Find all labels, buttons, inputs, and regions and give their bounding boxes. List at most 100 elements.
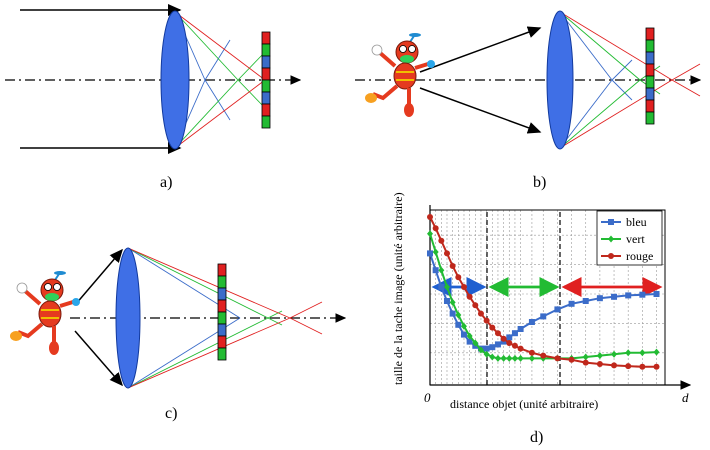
- data-point-rouge: [455, 274, 462, 281]
- data-point-rouge: [517, 345, 524, 352]
- data-point-bleu: [466, 338, 473, 345]
- data-point-vert: [653, 348, 660, 356]
- legend-label-bleu: bleu: [626, 215, 647, 229]
- data-point-rouge: [625, 363, 632, 370]
- dispersion-rays: [127, 247, 323, 389]
- data-point-rouge: [500, 335, 507, 342]
- data-point-rouge: [466, 293, 473, 300]
- data-point-vert: [596, 352, 603, 360]
- x-axis-label: distance objet (unité arbitraire): [450, 397, 598, 411]
- data-point-vert: [500, 354, 507, 362]
- data-point-bleu: [608, 219, 614, 225]
- converging-lens: [546, 10, 574, 150]
- data-point-vert: [511, 354, 518, 362]
- panel-a-label: a): [160, 174, 172, 191]
- data-point-rouge: [506, 340, 513, 346]
- chart-legend: bleu vert rouge: [596, 210, 663, 266]
- data-point-bleu: [528, 319, 535, 325]
- data-point-vert: [625, 349, 632, 357]
- data-point-vert: [517, 354, 524, 362]
- data-point-rouge: [489, 324, 496, 331]
- data-point-vert: [608, 235, 614, 243]
- dispersion-rays: [174, 11, 266, 149]
- data-point-rouge: [449, 263, 456, 269]
- color-sensor-strip: [261, 31, 271, 129]
- data-point-rouge: [611, 362, 618, 369]
- data-point-bleu: [489, 344, 496, 351]
- data-point-vert: [432, 248, 439, 256]
- converging-lens: [160, 10, 190, 150]
- panel-d-label: d): [530, 429, 543, 446]
- data-point-rouge: [528, 349, 535, 356]
- y-axis-label: taille de la tache image (unité arbitrai…: [391, 192, 405, 385]
- data-point-vert: [611, 350, 618, 358]
- data-point-rouge: [472, 302, 479, 309]
- data-point-rouge: [653, 363, 660, 370]
- data-point-vert: [438, 266, 445, 274]
- data-point-bleu: [653, 291, 660, 297]
- data-point-rouge: [483, 317, 490, 324]
- color-sensor-strip: [217, 263, 227, 361]
- data-point-rouge: [460, 284, 467, 290]
- incoming-ray-top: [74, 248, 123, 306]
- panel-a: a): [5, 4, 302, 191]
- data-point-bleu: [540, 313, 547, 320]
- panel-b: b): [355, 10, 702, 191]
- panel-c-label: c): [165, 405, 177, 422]
- data-point-bleu: [427, 250, 433, 257]
- data-point-vert: [528, 354, 535, 362]
- data-point-bleu: [506, 334, 513, 341]
- data-point-vert: [582, 353, 589, 361]
- panel-b-label: b): [533, 174, 546, 191]
- data-point-rouge: [511, 342, 518, 349]
- panel-c: c): [10, 247, 347, 422]
- data-point-bleu: [460, 331, 467, 338]
- data-point-rouge: [477, 310, 484, 317]
- legend-label-vert: vert: [626, 232, 645, 246]
- data-point-bleu: [611, 293, 618, 300]
- data-point-rouge: [596, 361, 603, 367]
- converging-lens: [115, 247, 141, 389]
- data-point-bleu: [443, 298, 450, 304]
- color-sensor-strip: [645, 27, 655, 125]
- data-point-vert: [483, 350, 490, 358]
- data-point-vert: [506, 354, 513, 362]
- data-point-vert: [427, 230, 433, 238]
- robot-object: [10, 271, 80, 355]
- data-point-bleu: [625, 292, 632, 299]
- data-point-rouge: [554, 355, 561, 362]
- data-point-rouge: [443, 250, 450, 257]
- data-point-bleu: [596, 295, 603, 302]
- data-point-bleu: [449, 310, 456, 317]
- data-point-bleu: [554, 306, 561, 313]
- data-point-vert: [443, 283, 450, 291]
- data-point-rouge: [438, 237, 445, 244]
- data-point-rouge: [568, 356, 575, 363]
- data-point-bleu: [494, 341, 501, 348]
- data-point-vert: [449, 298, 456, 306]
- data-point-bleu: [639, 291, 646, 298]
- incoming-ray-top: [419, 26, 542, 73]
- data-point-rouge: [582, 359, 589, 366]
- robot-object: [365, 33, 435, 117]
- data-point-vert: [455, 311, 462, 319]
- data-point-rouge: [540, 352, 547, 359]
- data-point-vert: [472, 339, 479, 347]
- data-point-bleu: [517, 326, 524, 332]
- data-point-rouge: [432, 225, 439, 232]
- data-point-vert: [489, 353, 496, 361]
- panel-d: bleu vert rouge taille de la tache image (…: [391, 192, 692, 446]
- data-point-bleu: [455, 321, 462, 328]
- data-point-bleu: [483, 345, 490, 352]
- data-point-rouge: [494, 330, 501, 337]
- data-point-bleu: [582, 298, 589, 304]
- data-point-bleu: [438, 284, 445, 290]
- incoming-ray-bottom: [419, 87, 542, 134]
- chart-series: [427, 214, 660, 370]
- data-point-vert: [460, 322, 467, 330]
- data-point-bleu: [432, 267, 439, 274]
- data-point-vert: [494, 354, 501, 362]
- data-point-rouge: [427, 214, 433, 220]
- d-axis-label: d: [682, 390, 689, 405]
